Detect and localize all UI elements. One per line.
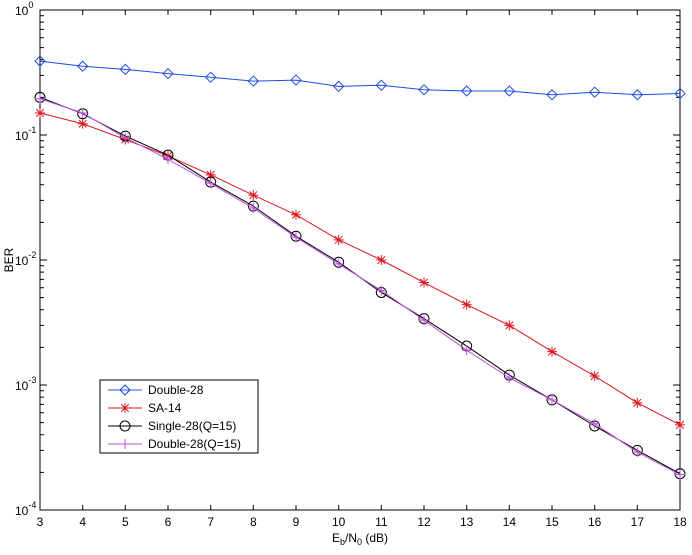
data-point-asterisk (419, 277, 429, 288)
data-point-asterisk (248, 190, 259, 201)
data-point-diamond (375, 79, 388, 91)
y-axis-title: BER (2, 247, 16, 272)
legend-label: Double-28(Q=15) (148, 437, 241, 451)
data-point-asterisk (589, 371, 600, 382)
x-tick-label: 13 (460, 515, 474, 529)
data-point-asterisk (547, 346, 557, 357)
x-tick-label: 14 (503, 515, 517, 529)
data-point-asterisk (120, 403, 130, 413)
data-point-plus (291, 232, 301, 243)
series-layer (34, 55, 686, 480)
data-point-asterisk (291, 209, 301, 220)
x-tick-label: 3 (37, 515, 44, 529)
y-tick-label: 10-2 (15, 250, 36, 268)
legend-entry: SA-14 (108, 401, 182, 415)
data-point-plus (504, 372, 515, 383)
data-point-diamond (674, 87, 686, 100)
data-point-diamond (247, 75, 260, 87)
x-tick-label: 15 (545, 515, 559, 529)
data-point-plus (675, 469, 685, 480)
data-point-diamond (332, 80, 345, 93)
x-tick-label: 8 (250, 515, 257, 529)
data-point-diamond (119, 384, 131, 396)
x-tick-label: 7 (207, 515, 214, 529)
series-line (39, 112, 681, 426)
data-point-plus (632, 447, 643, 458)
data-point-plus (547, 394, 557, 405)
x-tick-label: 10 (332, 515, 346, 529)
legend-entry: Single-28(Q=15) (108, 419, 236, 433)
data-point-plus (120, 132, 131, 143)
series-line (39, 98, 681, 476)
x-tick-label: 17 (631, 515, 645, 529)
x-tick-label: 12 (417, 515, 431, 529)
data-point-plus (120, 439, 130, 449)
data-point-asterisk (461, 299, 472, 310)
data-point-diamond (503, 85, 516, 97)
x-axis-ticks: 3 4 5 6 7 8 9 10 11 12 13 14 15 16 17 18 (37, 10, 687, 529)
data-point-plus (248, 203, 259, 214)
data-point-plus (333, 258, 344, 269)
data-point-diamond (631, 89, 644, 101)
series-double-28 (34, 55, 686, 101)
data-point-plus (205, 178, 216, 189)
series-line (39, 60, 681, 96)
x-tick-label: 9 (293, 515, 300, 529)
legend-label: SA-14 (148, 401, 182, 415)
data-point-plus (163, 154, 173, 165)
legend-label: Single-28(Q=15) (148, 419, 236, 433)
data-point-plus (589, 418, 600, 429)
y-axis-ticks: 100 10-1 10-2 10-3 10-4 (15, 0, 680, 518)
data-point-diamond (418, 84, 430, 96)
series-double-28-q-15- (35, 93, 685, 480)
data-point-asterisk (35, 107, 45, 118)
legend: Double-28 SA-14 Single-28(Q=15) Double-28(Q… (99, 379, 259, 454)
y-tick-label: 10-3 (15, 375, 36, 393)
data-point-asterisk (205, 169, 216, 180)
data-point-asterisk (504, 320, 515, 331)
legend-entry: Double-28 (108, 383, 204, 397)
x-tick-label: 18 (673, 515, 687, 529)
data-point-diamond (76, 60, 89, 72)
y-tick-label: 10-1 (15, 125, 36, 143)
y-tick-label: 100 (15, 0, 33, 18)
y-tick-label: 10-4 (15, 500, 36, 518)
data-point-diamond (588, 86, 601, 98)
data-point-diamond (119, 63, 132, 76)
series-sa-14 (35, 107, 685, 430)
data-point-plus (419, 315, 429, 326)
x-tick-label: 5 (122, 515, 129, 529)
data-point-plus (461, 345, 472, 356)
data-point-asterisk (632, 397, 643, 408)
data-point-diamond (204, 71, 217, 83)
data-point-circle (119, 420, 131, 432)
x-tick-label: 6 (165, 515, 172, 529)
x-axis-title: Eb/N0 (dB) (332, 531, 388, 547)
data-point-diamond (546, 89, 558, 101)
data-point-diamond (34, 55, 46, 67)
x-tick-label: 4 (79, 515, 86, 529)
x-tick-label: 16 (588, 515, 602, 529)
data-point-asterisk (77, 118, 88, 129)
data-point-plus (35, 93, 45, 104)
x-tick-label: 11 (375, 515, 388, 529)
legend-entry: Double-28(Q=15) (108, 437, 241, 451)
data-point-asterisk (333, 234, 344, 245)
legend-label: Double-28 (148, 383, 204, 397)
data-point-plus (376, 285, 387, 296)
data-point-asterisk (675, 419, 685, 430)
data-point-plus (77, 107, 88, 118)
data-point-asterisk (376, 255, 387, 265)
legend-box (99, 379, 259, 454)
data-point-diamond (162, 67, 174, 80)
data-point-diamond (460, 85, 473, 97)
data-point-diamond (290, 74, 302, 86)
